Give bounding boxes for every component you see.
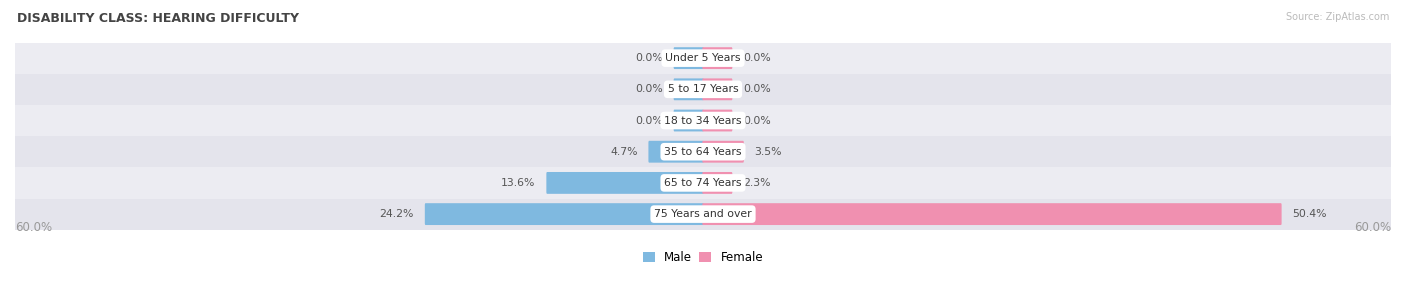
Text: 60.0%: 60.0% <box>15 221 52 234</box>
Text: Source: ZipAtlas.com: Source: ZipAtlas.com <box>1285 12 1389 22</box>
Text: 0.0%: 0.0% <box>636 84 662 94</box>
Text: 0.0%: 0.0% <box>744 53 770 63</box>
FancyBboxPatch shape <box>15 74 1391 105</box>
Text: 75 Years and over: 75 Years and over <box>654 209 752 219</box>
FancyBboxPatch shape <box>673 110 703 132</box>
Text: 3.5%: 3.5% <box>755 147 782 157</box>
Text: 2.3%: 2.3% <box>744 178 770 188</box>
Text: 50.4%: 50.4% <box>1292 209 1327 219</box>
Text: Under 5 Years: Under 5 Years <box>665 53 741 63</box>
FancyBboxPatch shape <box>703 203 1282 225</box>
Text: DISABILITY CLASS: HEARING DIFFICULTY: DISABILITY CLASS: HEARING DIFFICULTY <box>17 12 299 25</box>
FancyBboxPatch shape <box>703 47 733 69</box>
Text: 24.2%: 24.2% <box>380 209 413 219</box>
FancyBboxPatch shape <box>15 105 1391 136</box>
Text: 60.0%: 60.0% <box>1354 221 1391 234</box>
Text: 18 to 34 Years: 18 to 34 Years <box>664 116 742 125</box>
FancyBboxPatch shape <box>703 172 733 194</box>
Text: 0.0%: 0.0% <box>636 116 662 125</box>
FancyBboxPatch shape <box>547 172 703 194</box>
FancyBboxPatch shape <box>703 141 744 162</box>
Text: 13.6%: 13.6% <box>501 178 536 188</box>
Text: 0.0%: 0.0% <box>744 116 770 125</box>
FancyBboxPatch shape <box>673 47 703 69</box>
Text: 65 to 74 Years: 65 to 74 Years <box>664 178 742 188</box>
Text: 0.0%: 0.0% <box>636 53 662 63</box>
FancyBboxPatch shape <box>648 141 703 162</box>
FancyBboxPatch shape <box>703 78 733 100</box>
FancyBboxPatch shape <box>15 43 1391 74</box>
Text: 0.0%: 0.0% <box>744 84 770 94</box>
FancyBboxPatch shape <box>15 136 1391 167</box>
FancyBboxPatch shape <box>15 199 1391 230</box>
FancyBboxPatch shape <box>703 110 733 132</box>
FancyBboxPatch shape <box>15 167 1391 199</box>
Text: 4.7%: 4.7% <box>610 147 638 157</box>
Legend: Male, Female: Male, Female <box>638 246 768 269</box>
FancyBboxPatch shape <box>425 203 703 225</box>
FancyBboxPatch shape <box>673 78 703 100</box>
Text: 35 to 64 Years: 35 to 64 Years <box>664 147 742 157</box>
Text: 5 to 17 Years: 5 to 17 Years <box>668 84 738 94</box>
